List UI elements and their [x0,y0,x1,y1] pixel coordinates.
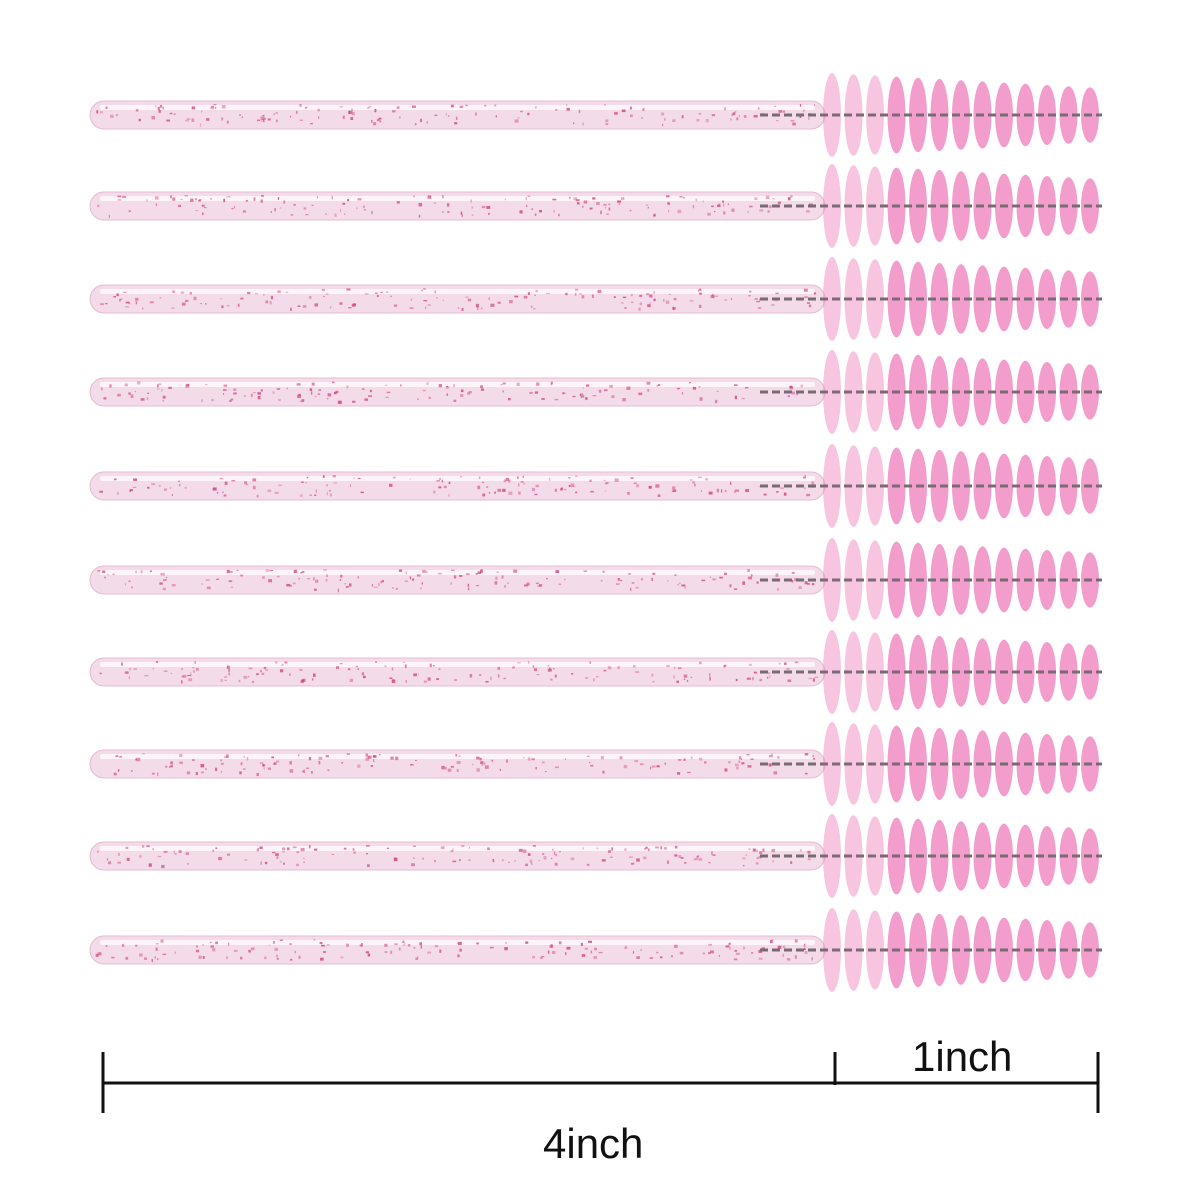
mascara-wand [89,814,1102,898]
mascara-wand [89,538,1102,622]
mascara-wand [89,73,1102,157]
mascara-wand [89,630,1102,714]
wand-brush [760,722,1102,806]
wand-brush [760,73,1102,157]
mascara-wand [89,164,1102,248]
wand-brush [760,444,1102,528]
four-inch-label: 4inch [543,1120,644,1167]
mascara-wand [89,257,1102,341]
wand-brush [760,350,1102,434]
wand-brush [760,908,1102,992]
mascara-wand [89,722,1102,806]
mascara-wand [89,350,1102,434]
wand-brush [760,814,1102,898]
wand-brush [760,164,1102,248]
wand-brush [760,257,1102,341]
mascara-wand [89,444,1102,528]
wand-brush [760,630,1102,714]
wand-brush [760,538,1102,622]
mascara-wand [89,908,1102,992]
one-inch-label: 1inch [912,1033,1013,1080]
